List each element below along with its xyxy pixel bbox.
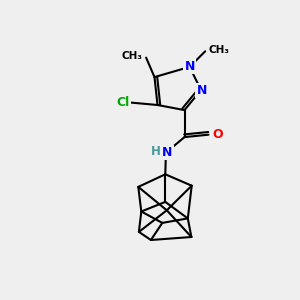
Text: Cl: Cl: [116, 96, 130, 109]
Text: N: N: [162, 146, 172, 159]
Text: H: H: [151, 145, 160, 158]
Text: CH₃: CH₃: [209, 45, 230, 55]
Text: N: N: [196, 83, 207, 97]
Text: N: N: [184, 60, 195, 74]
Text: O: O: [212, 128, 223, 141]
Text: CH₃: CH₃: [122, 51, 142, 61]
